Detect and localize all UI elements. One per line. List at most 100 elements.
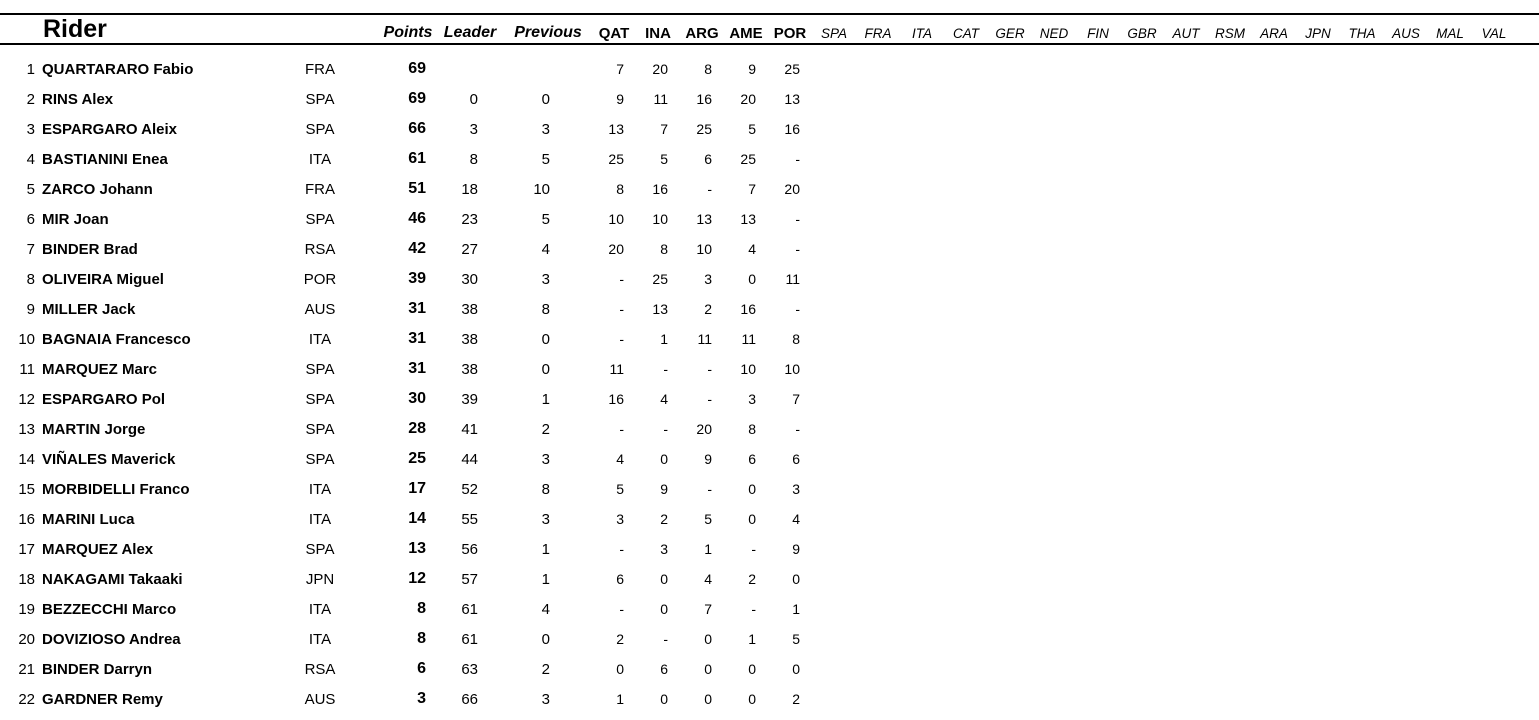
race-result-cell [900, 474, 944, 504]
points-cell: 46 [408, 210, 426, 227]
race-result-cell [1296, 474, 1340, 504]
race-result-cell [1076, 414, 1120, 444]
race-result-cell [900, 234, 944, 264]
previous-gap-cell: 3 [541, 690, 550, 708]
race-result-cell: 16 [696, 91, 712, 107]
race-result-cell [856, 654, 900, 684]
race-result-cell [856, 444, 900, 474]
race-result-cell [1208, 264, 1252, 294]
leader-gap-cell: 38 [461, 360, 478, 378]
race-result-cell: 3 [660, 541, 668, 557]
race-result-cell [1208, 324, 1252, 354]
race-result-cell [1120, 474, 1164, 504]
race-result-cell [988, 564, 1032, 594]
rider-row: 12 ESPARGARO Pol SPA 30 39 1 16 4 - 3 7 [0, 384, 1516, 414]
race-result-cell [1076, 534, 1120, 564]
race-result-cell [1472, 594, 1516, 624]
race-result-cell [944, 264, 988, 294]
previous-gap-cell: 3 [541, 120, 550, 138]
race-result-cell [944, 84, 988, 114]
rider-row: 3 ESPARGARO Aleix SPA 66 3 3 13 7 25 5 16 [0, 114, 1516, 144]
race-result-cell [1384, 144, 1428, 174]
race-result-cell [1032, 654, 1076, 684]
race-result-cell: 4 [748, 241, 756, 257]
race-column-header-ina: INA [645, 25, 671, 42]
race-result-cell: - [707, 361, 712, 377]
rank-cell: 19 [18, 600, 35, 618]
race-result-cell [1208, 654, 1252, 684]
race-result-cell [944, 114, 988, 144]
race-result-cell: 20 [740, 91, 756, 107]
race-result-cell [1428, 444, 1472, 474]
race-result-cell [1472, 54, 1516, 84]
race-result-cell [1340, 204, 1384, 234]
race-result-cell [1384, 444, 1428, 474]
race-result-cell [1296, 174, 1340, 204]
race-result-cell [1208, 204, 1252, 234]
race-result-cell [1164, 624, 1208, 654]
race-result-cell [1208, 564, 1252, 594]
previous-gap-cell: 4 [541, 600, 550, 618]
race-result-cell [988, 594, 1032, 624]
rider-row: 9 MILLER Jack AUS 31 38 8 - 13 2 16 - [0, 294, 1516, 324]
race-result-cell [988, 504, 1032, 534]
race-result-cell [1076, 234, 1120, 264]
race-result-cell: - [795, 241, 800, 257]
race-result-cell [812, 54, 856, 84]
race-result-cell [1296, 504, 1340, 534]
race-result-cell: 2 [748, 571, 756, 587]
race-result-cell: 8 [748, 421, 756, 437]
race-result-cell: - [707, 391, 712, 407]
race-result-cell: 7 [704, 601, 712, 617]
race-result-cell [988, 414, 1032, 444]
points-column-header: Points [383, 24, 433, 41]
race-result-cell [944, 504, 988, 534]
race-result-cell: 9 [660, 481, 668, 497]
leader-gap-cell: 3 [469, 120, 478, 138]
race-column-header-por: POR [773, 25, 807, 42]
race-result-cell [856, 684, 900, 714]
race-result-cell: - [795, 301, 800, 317]
previous-gap-cell: 4 [541, 240, 550, 258]
race-column-header-ned: NED [1039, 26, 1069, 41]
race-result-cell: 20 [784, 181, 800, 197]
race-result-cell [1120, 54, 1164, 84]
race-result-cell [1384, 294, 1428, 324]
rider-name: BASTIANINI Enea [42, 150, 168, 168]
race-result-cell [1164, 204, 1208, 234]
race-column-header-ita: ITA [912, 26, 932, 41]
race-result-cell: 0 [748, 661, 756, 677]
race-result-cell [1032, 324, 1076, 354]
race-result-cell [1472, 234, 1516, 264]
race-result-cell [1384, 474, 1428, 504]
race-result-cell [1384, 54, 1428, 84]
race-result-cell: 11 [609, 361, 624, 377]
race-result-cell [1296, 384, 1340, 414]
race-result-cell [1428, 174, 1472, 204]
race-result-cell: 20 [696, 421, 712, 437]
race-result-cell [1252, 264, 1296, 294]
leader-gap-cell: 61 [461, 600, 478, 618]
race-result-cell: 6 [792, 451, 800, 467]
race-result-cell: 10 [740, 361, 756, 377]
race-result-cell [856, 414, 900, 444]
race-result-cell [988, 324, 1032, 354]
race-result-cell [1428, 324, 1472, 354]
race-result-cell: 6 [704, 151, 712, 167]
leader-gap-cell: 38 [461, 330, 478, 348]
race-result-cell [856, 264, 900, 294]
race-result-cell: 9 [792, 541, 800, 557]
race-result-cell [1472, 384, 1516, 414]
race-result-cell [856, 174, 900, 204]
race-result-cell [900, 654, 944, 684]
race-result-cell [1252, 354, 1296, 384]
race-result-cell [1120, 264, 1164, 294]
previous-gap-column-header: Previous [514, 24, 582, 41]
race-result-cell [1340, 264, 1384, 294]
country-cell: SPA [305, 420, 335, 438]
rider-standings-table: Rider Points Leader Previous QAT INA ARG AM… [0, 15, 1516, 714]
race-result-cell [1252, 504, 1296, 534]
race-column-header-tha: THA [1348, 26, 1376, 41]
race-result-cell [1384, 174, 1428, 204]
race-result-cell [1164, 54, 1208, 84]
